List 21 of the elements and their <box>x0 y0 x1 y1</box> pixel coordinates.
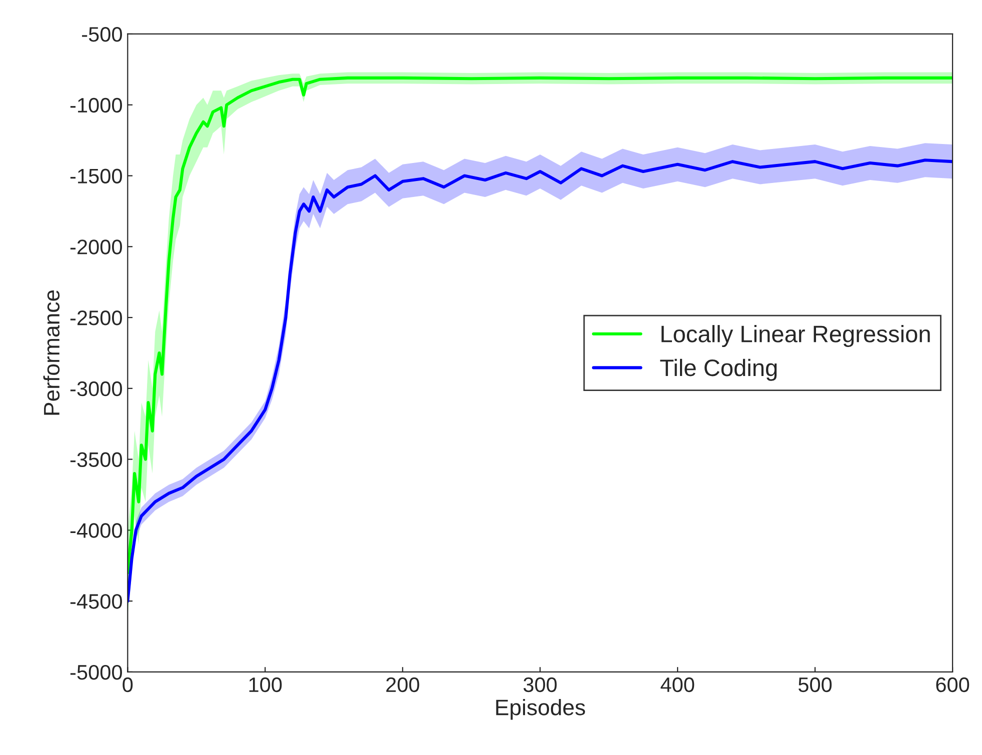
y-tick-label: -4500 <box>70 594 122 609</box>
x-tick-label: 500 <box>798 677 832 692</box>
y-axis-title: Performance <box>43 290 60 415</box>
y-tick-label: -3500 <box>70 452 122 468</box>
x-tick-label: 600 <box>936 677 970 692</box>
y-tick-label: -2000 <box>70 240 122 254</box>
y-tick-label: -4000 <box>70 523 122 538</box>
x-tick-label: 300 <box>524 677 557 692</box>
y-tick-label: -3000 <box>70 381 122 396</box>
x-tick-label: 400 <box>660 677 694 692</box>
x-tick-label: 0 <box>122 677 133 692</box>
y-tick-label: -1000 <box>70 98 122 113</box>
x-axis-title: Episodes <box>496 699 586 720</box>
legend-label: Tile Coding <box>660 358 777 381</box>
y-tick-label: -2500 <box>70 310 122 326</box>
y-tick-label: -500 <box>82 26 122 42</box>
x-tick-label: 200 <box>386 677 420 692</box>
x-tick-label: 100 <box>249 677 282 692</box>
legend-label: Locally Linear Regression <box>662 325 930 348</box>
y-tick-label: -1500 <box>70 168 122 184</box>
y-tick-label: -5000 <box>70 664 122 680</box>
